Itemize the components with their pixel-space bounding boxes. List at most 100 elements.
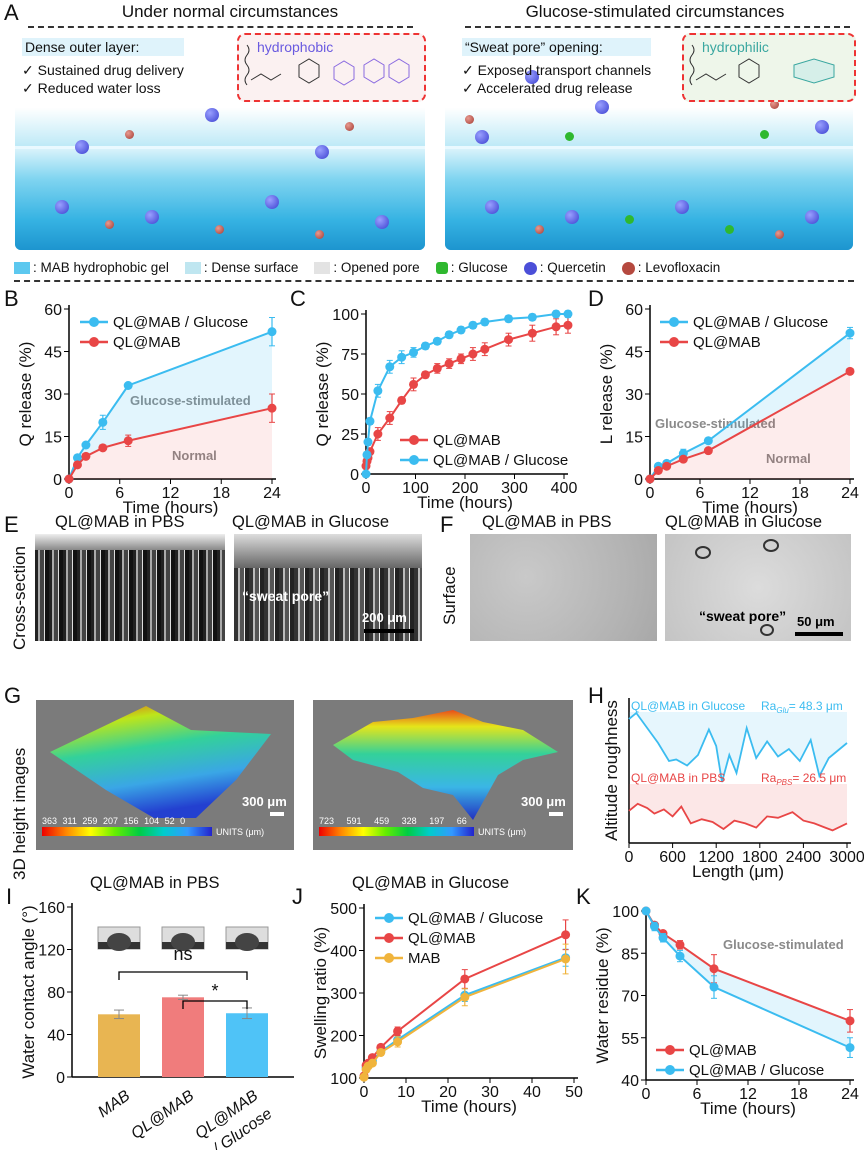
gel-slab	[445, 145, 853, 250]
series-line-ql-mab	[645, 910, 851, 1022]
chart-h	[628, 698, 851, 848]
data-point-ql-mab---glucose	[658, 933, 668, 943]
glucose-swatch-icon	[435, 262, 448, 275]
legend-marker	[89, 317, 99, 327]
y-axis-label: Water contact angle (°)	[19, 905, 38, 1078]
data-point-ql-mab---glucose	[361, 469, 371, 479]
x-axis-label: Time (hours)	[700, 1099, 796, 1118]
glucose-boronate-structure-icon	[689, 44, 835, 86]
levofloxacin-particle	[465, 115, 474, 124]
data-point-ql-mab---glucose	[563, 309, 573, 319]
divider	[14, 280, 854, 282]
contact-angle-droplet-image	[225, 926, 269, 950]
data-point-ql-mab---glucose	[709, 982, 719, 992]
y-tick-label: 100	[330, 1071, 357, 1088]
data-point-ql-mab	[393, 1026, 403, 1036]
panel-a-right-title: Glucose-stimulated circumstances	[525, 2, 785, 21]
sem-surface-pbs	[470, 534, 657, 641]
data-point-ql-mab	[563, 320, 573, 330]
data-point-ql-mab	[444, 359, 454, 369]
legend-label: : Levofloxacin	[637, 260, 721, 275]
glucose-particle	[758, 128, 771, 141]
data-point-ql-mab---glucose	[675, 951, 685, 961]
legend-marker	[665, 1065, 675, 1075]
droplet	[107, 933, 131, 951]
x-tick-label: 300	[501, 480, 528, 497]
panel-label-j: J	[292, 884, 303, 909]
data-point-ql-mab	[373, 429, 383, 439]
levofloxacin-swatch-icon	[621, 261, 635, 275]
pore	[763, 539, 779, 552]
y-tick-label: 0	[56, 1070, 65, 1087]
bar-qlmab	[162, 997, 204, 1077]
sem-surface-glucose: “sweat pore” 50 μm	[665, 534, 851, 641]
data-point-ql-mab---glucose	[363, 437, 373, 447]
data-point-ql-mab---glucose	[385, 362, 395, 372]
panel-f-right-title: QL@MAB in Glucose	[665, 513, 823, 531]
x-tick-label: / Glucose	[209, 1105, 275, 1150]
sem-cross-section-pbs	[35, 534, 225, 641]
legend-marker	[384, 933, 394, 943]
legend-label: MAB	[408, 950, 441, 967]
legend-label: QL@MAB	[693, 334, 761, 351]
data-point-ql-mab	[361, 461, 371, 471]
data-point-ql-mab	[361, 1060, 371, 1070]
series-line-ql-mab---glucose	[363, 956, 566, 1077]
data-point-ql-mab	[845, 366, 855, 376]
x-axis-label: Length (μm)	[692, 862, 784, 881]
glucose-gel-illustration	[445, 60, 853, 250]
legend-item-opened-pore: : Opened pore	[314, 260, 420, 275]
colorbar-tick: 207	[102, 816, 118, 826]
x-tick-label: 2400	[786, 849, 822, 866]
panel-f-side-label: Surface	[440, 566, 459, 625]
x-tick-label: 0	[360, 1084, 369, 1101]
data-point-mab	[460, 992, 470, 1002]
y-tick-label: 200	[330, 1029, 357, 1046]
y-axis-label: Q release (%)	[313, 342, 332, 447]
colorbar-tick: 591	[346, 816, 362, 826]
x-tick-label: 0	[625, 849, 634, 866]
colorbar-tick: 66	[456, 816, 467, 826]
y-tick-label: 0	[634, 472, 643, 489]
pore	[760, 624, 774, 636]
quercetin-particle	[485, 200, 499, 214]
quercetin-particle	[265, 195, 279, 209]
legend-label: : Quercetin	[539, 260, 606, 275]
scale-bar	[549, 812, 563, 816]
note-item: ✓ Sustained drug delivery	[22, 62, 184, 78]
series-line-ql-mab	[363, 933, 567, 1077]
data-point-ql-mab	[363, 453, 373, 463]
levofloxacin-particle	[125, 130, 134, 139]
surface-3d-pbs	[50, 706, 271, 818]
y-tick-label: 100	[612, 904, 639, 921]
legend-label: QL@MAB / Glucose	[693, 314, 828, 331]
y-tick-label: 55	[621, 1031, 639, 1048]
data-point-ql-mab---glucose	[393, 1035, 403, 1045]
x-tick-label: 400	[551, 480, 578, 497]
legend-label: QL@MAB	[408, 930, 476, 947]
legend-label: QL@MAB	[113, 334, 181, 351]
shaded-area-glucose-stimulated	[650, 333, 850, 479]
legend-marker	[384, 953, 394, 963]
y-tick-label: 45	[44, 345, 62, 362]
shaded-area-normal	[69, 408, 272, 479]
quercetin-swatch-icon	[523, 261, 537, 275]
levofloxacin-particle	[105, 220, 114, 229]
x-tick-label: 20	[439, 1084, 457, 1101]
units-label: UNITS (μm)	[478, 827, 527, 837]
x-tick-label: 10	[397, 1084, 415, 1101]
height-map-glucose: 723 591 459 328 197 66 UNITS (μm) 300 μm	[313, 700, 573, 850]
hydrophilic-label: hydrophilic	[702, 39, 769, 55]
data-point-ql-mab---glucose	[480, 317, 490, 327]
significance-bracket	[118, 971, 248, 980]
quercetin-particle	[675, 200, 689, 214]
hydrophobic-molecule-box: hydrophobic	[237, 33, 426, 102]
scale-bar-label: 300 μm	[521, 794, 566, 809]
legend-label: : Glucose	[450, 260, 508, 275]
colorbar-tick: 156	[123, 816, 139, 826]
data-point-ql-mab---glucose	[703, 436, 713, 446]
data-point-ql-mab---glucose	[456, 325, 466, 335]
quercetin-particle	[475, 130, 489, 144]
data-point-ql-mab	[363, 1058, 373, 1068]
series-line-ql-mab	[365, 324, 569, 467]
